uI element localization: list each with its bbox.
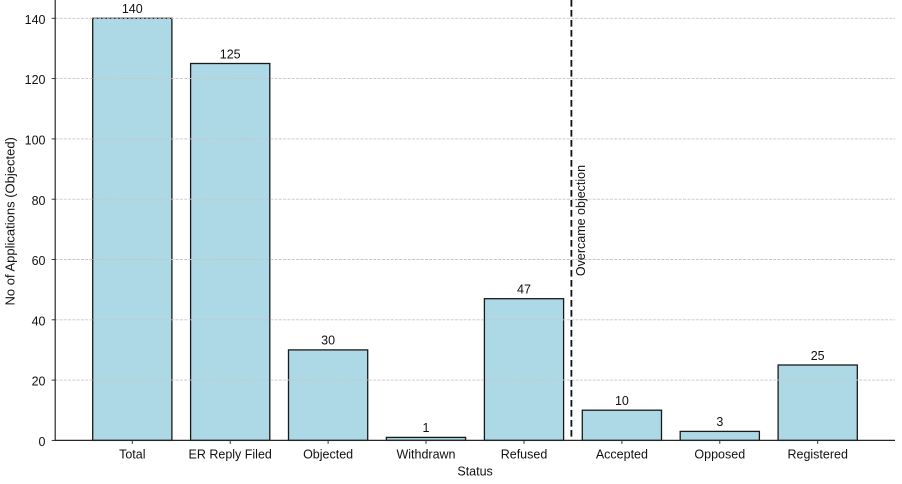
svg-text:20: 20 — [32, 375, 46, 389]
svg-text:Registered: Registered — [787, 447, 847, 461]
svg-text:Objected: Objected — [303, 447, 353, 461]
svg-text:60: 60 — [32, 254, 46, 268]
svg-text:Overcame objection: Overcame objection — [574, 165, 588, 276]
svg-text:40: 40 — [32, 314, 46, 328]
svg-text:80: 80 — [32, 194, 46, 208]
svg-text:25: 25 — [811, 349, 825, 363]
svg-text:Total: Total — [119, 447, 145, 461]
svg-text:47: 47 — [517, 283, 531, 297]
svg-text:Refused: Refused — [501, 447, 548, 461]
svg-text:125: 125 — [220, 47, 241, 61]
svg-text:30: 30 — [321, 334, 335, 348]
svg-text:Status: Status — [457, 465, 492, 479]
svg-text:0: 0 — [39, 435, 46, 449]
svg-text:100: 100 — [25, 134, 46, 148]
svg-text:140: 140 — [25, 13, 46, 27]
svg-text:Withdrawn: Withdrawn — [396, 447, 455, 461]
svg-text:3: 3 — [716, 415, 723, 429]
svg-text:ER Reply Filed: ER Reply Filed — [189, 447, 272, 461]
svg-text:Opposed: Opposed — [694, 447, 745, 461]
svg-text:140: 140 — [122, 2, 143, 16]
svg-text:No of Applications (Objected): No of Applications (Objected) — [3, 137, 18, 305]
svg-text:10: 10 — [615, 394, 629, 408]
svg-text:Accepted: Accepted — [596, 447, 648, 461]
svg-text:1: 1 — [423, 421, 430, 435]
svg-text:120: 120 — [25, 73, 46, 87]
